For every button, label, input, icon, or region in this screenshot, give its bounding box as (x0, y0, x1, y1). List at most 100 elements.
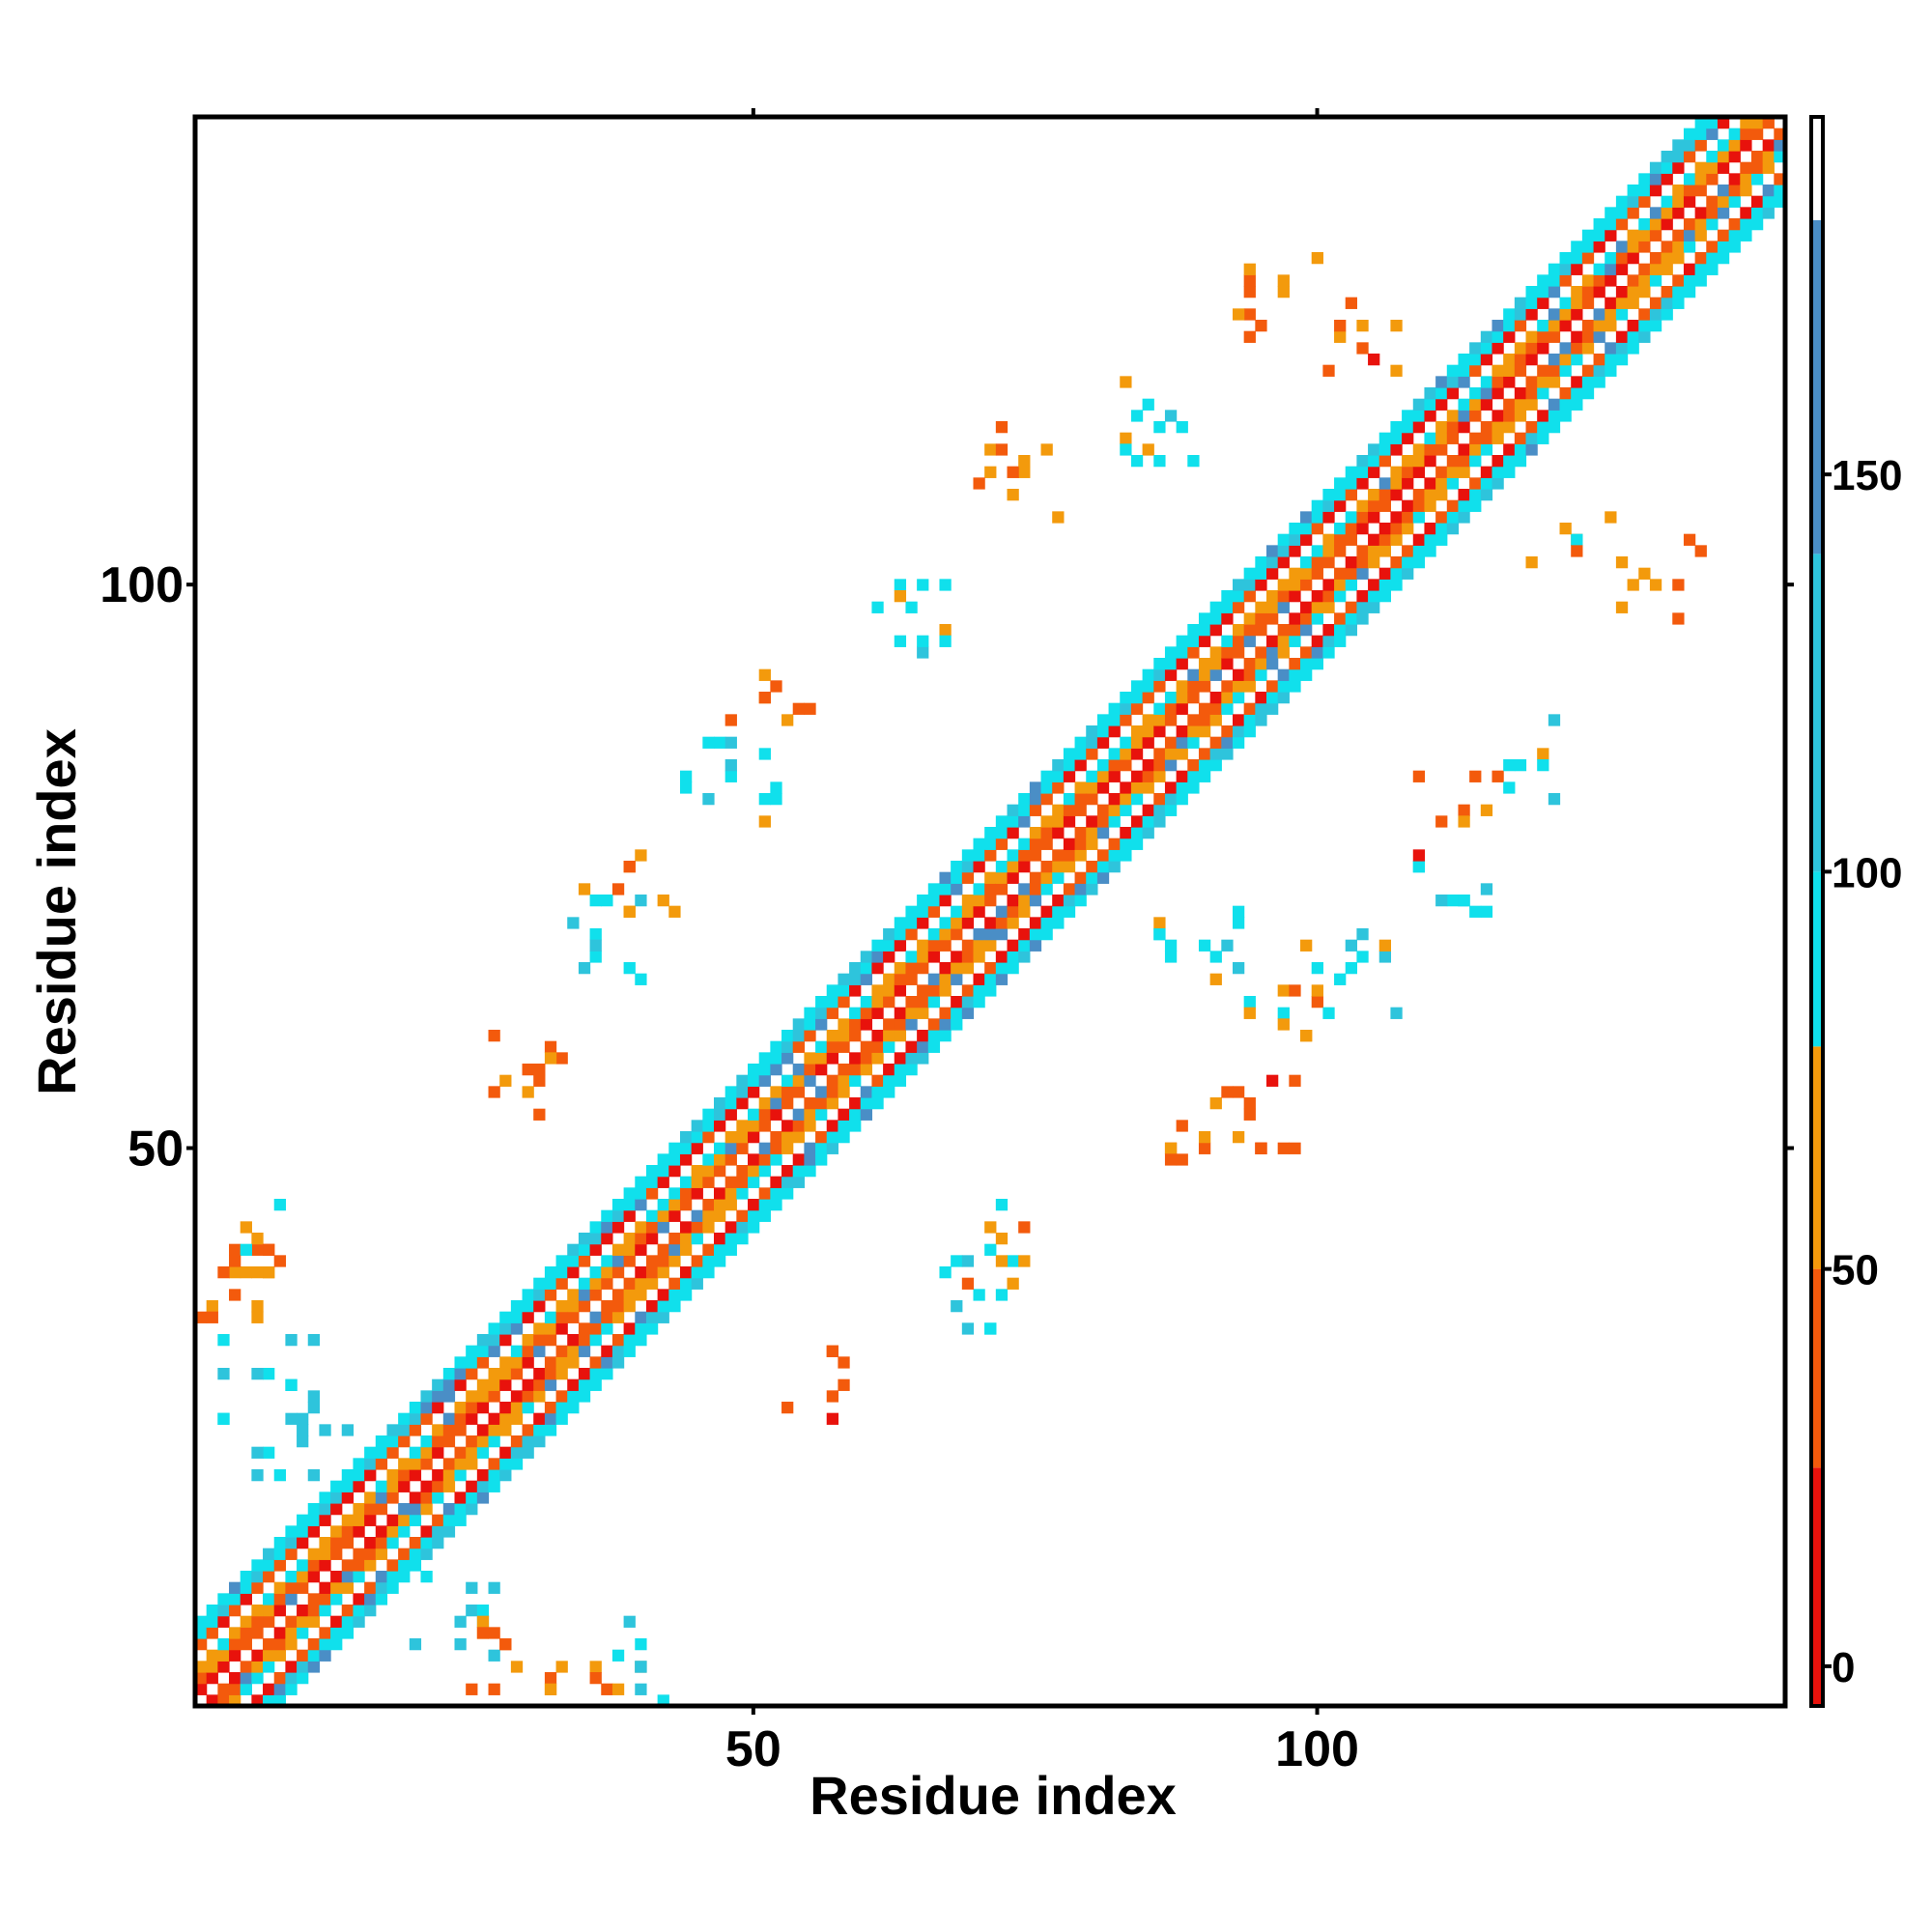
heatmap-cell (319, 1492, 331, 1504)
heatmap-cell (1492, 477, 1504, 490)
heatmap-cell (319, 1503, 331, 1516)
heatmap-cell (1548, 354, 1561, 366)
heatmap-cell (645, 1277, 659, 1290)
heatmap-cell (792, 1176, 805, 1188)
heatmap-cell (871, 1040, 884, 1053)
heatmap-cell (1266, 590, 1279, 603)
heatmap-cell (420, 1446, 433, 1459)
heatmap-cell (611, 1266, 625, 1279)
heatmap-cell (1435, 421, 1448, 434)
heatmap-cell (668, 1199, 681, 1211)
heatmap-cell (1694, 229, 1707, 242)
heatmap-cell (1402, 466, 1414, 478)
heatmap-cell (939, 1266, 952, 1279)
heatmap-cell (1255, 646, 1267, 659)
heatmap-cell (454, 1412, 467, 1425)
heatmap-cell (476, 1424, 490, 1436)
heatmap-cell (1074, 804, 1087, 816)
heatmap-cell (961, 951, 975, 963)
heatmap-cell (589, 1289, 602, 1301)
heatmap-cell (364, 1514, 377, 1526)
heatmap-cell (1334, 489, 1347, 501)
heatmap-cell (973, 939, 985, 952)
heatmap-cell (1164, 951, 1178, 963)
heatmap-cell (386, 1581, 399, 1594)
heatmap-cell (1537, 421, 1549, 434)
heatmap-cell (758, 748, 771, 760)
heatmap-cell (386, 1537, 399, 1549)
heatmap-cell (804, 1165, 816, 1178)
heatmap-cell (307, 1615, 321, 1628)
heatmap-cell (1040, 917, 1053, 929)
heatmap-cell (1334, 612, 1347, 625)
heatmap-cell (1029, 838, 1042, 850)
heatmap-cell (341, 1537, 355, 1549)
heatmap-cell (1289, 624, 1301, 637)
heatmap-cell (273, 1469, 286, 1482)
heatmap-cell (1424, 477, 1436, 490)
heatmap-cell (973, 973, 985, 985)
heatmap-cell (206, 1672, 218, 1685)
heatmap-cell (927, 939, 941, 952)
heatmap-cell (285, 1615, 298, 1628)
heatmap-cell (307, 1593, 321, 1605)
heatmap-cell (1176, 793, 1188, 806)
heatmap-cell (1243, 714, 1256, 726)
heatmap-cell (1503, 410, 1516, 422)
heatmap-cell (420, 1480, 433, 1492)
heatmap-cell (1300, 579, 1313, 591)
heatmap-cell (1571, 398, 1583, 411)
heatmap-cell (1649, 229, 1662, 242)
heatmap-cell (1334, 567, 1347, 580)
heatmap-cell (1402, 545, 1414, 557)
heatmap-cell (635, 1289, 647, 1301)
heatmap-cell (601, 895, 613, 907)
heatmap-cell (510, 1661, 524, 1673)
colorbar-band (1811, 1046, 1823, 1269)
heatmap-cell (736, 1120, 749, 1132)
heatmap-cell (1390, 320, 1403, 332)
heatmap-cell (1412, 443, 1426, 456)
heatmap-cell (466, 1345, 478, 1357)
heatmap-cell (1277, 590, 1290, 603)
heatmap-cell (838, 1030, 850, 1042)
heatmap-cell (432, 1492, 444, 1504)
heatmap-cell (1672, 195, 1685, 208)
heatmap-cell (1255, 692, 1267, 704)
heatmap-cell (601, 1683, 613, 1695)
heatmap-cell (601, 1221, 613, 1234)
heatmap-cell (1300, 612, 1313, 625)
heatmap-cell (589, 1233, 602, 1245)
heatmap-cell (263, 1683, 275, 1695)
heatmap-cell (488, 1345, 500, 1357)
heatmap-cell (1142, 668, 1154, 681)
heatmap-cell (883, 928, 895, 941)
heatmap-cell (364, 1593, 377, 1605)
heatmap-cell (1322, 579, 1335, 591)
heatmap-cell (229, 1638, 242, 1651)
heatmap-cell (860, 951, 873, 963)
heatmap-cell (668, 1142, 681, 1154)
heatmap-cell (589, 1661, 602, 1673)
heatmap-cell (420, 1571, 433, 1583)
heatmap-cell (555, 1322, 568, 1335)
heatmap-cell (1356, 466, 1369, 478)
heatmap-cell (353, 1480, 365, 1492)
heatmap-cell (589, 1243, 602, 1256)
heatmap-cell (251, 1581, 264, 1594)
heatmap-cell (826, 1052, 838, 1065)
heatmap-cell (398, 1469, 411, 1482)
heatmap-cell (1232, 725, 1245, 738)
heatmap-cell (1120, 781, 1132, 794)
heatmap-cell (1198, 680, 1211, 693)
heatmap-cell (307, 1548, 321, 1560)
heatmap-cell (1007, 939, 1019, 952)
heatmap-cell (1638, 218, 1651, 231)
heatmap-cell (1018, 951, 1031, 963)
heatmap-cell (1221, 646, 1234, 659)
heatmap-cell (1446, 477, 1460, 490)
heatmap-cell (1243, 308, 1256, 321)
heatmap-cell (533, 1277, 546, 1290)
heatmap-cell (1469, 443, 1482, 456)
heatmap-cell (544, 1322, 557, 1335)
